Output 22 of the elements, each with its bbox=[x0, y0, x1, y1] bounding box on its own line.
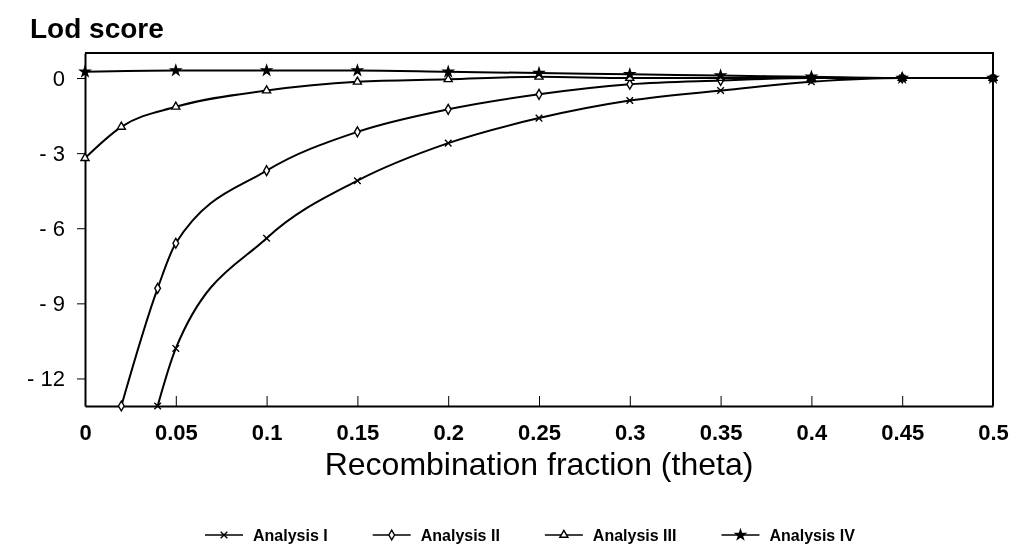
x-tick-label: 0 bbox=[79, 419, 92, 445]
y-axis-title: Lod score bbox=[30, 13, 164, 44]
y-tick-label: - 9 bbox=[39, 290, 65, 316]
x-tick-label: 0.25 bbox=[518, 419, 561, 445]
y-tick-label: - 6 bbox=[39, 215, 65, 241]
y-tick-label: - 3 bbox=[39, 140, 65, 166]
x-tick-label: 0.5 bbox=[978, 419, 1009, 445]
legend-label: Analysis II bbox=[420, 527, 500, 544]
legend-label: Analysis IV bbox=[769, 527, 856, 544]
x-tick-label: 0.4 bbox=[796, 419, 828, 445]
y-tick-label: - 12 bbox=[27, 366, 65, 391]
x-tick-label: 0.05 bbox=[154, 419, 198, 445]
x-tick-label: 0.2 bbox=[433, 419, 464, 445]
x-tick-label: 0.3 bbox=[615, 419, 646, 445]
legend-label: Analysis I bbox=[253, 527, 328, 544]
legend-label: Analysis III bbox=[592, 527, 677, 544]
y-tick-label: 0 bbox=[52, 65, 65, 91]
x-tick-label: 0.15 bbox=[336, 419, 380, 445]
x-tick-label: 0.45 bbox=[881, 419, 925, 445]
x-tick-label: 0.35 bbox=[699, 419, 743, 445]
x-axis-title: Recombination fraction (theta) bbox=[324, 446, 754, 482]
x-tick-label: 0.1 bbox=[251, 419, 283, 445]
